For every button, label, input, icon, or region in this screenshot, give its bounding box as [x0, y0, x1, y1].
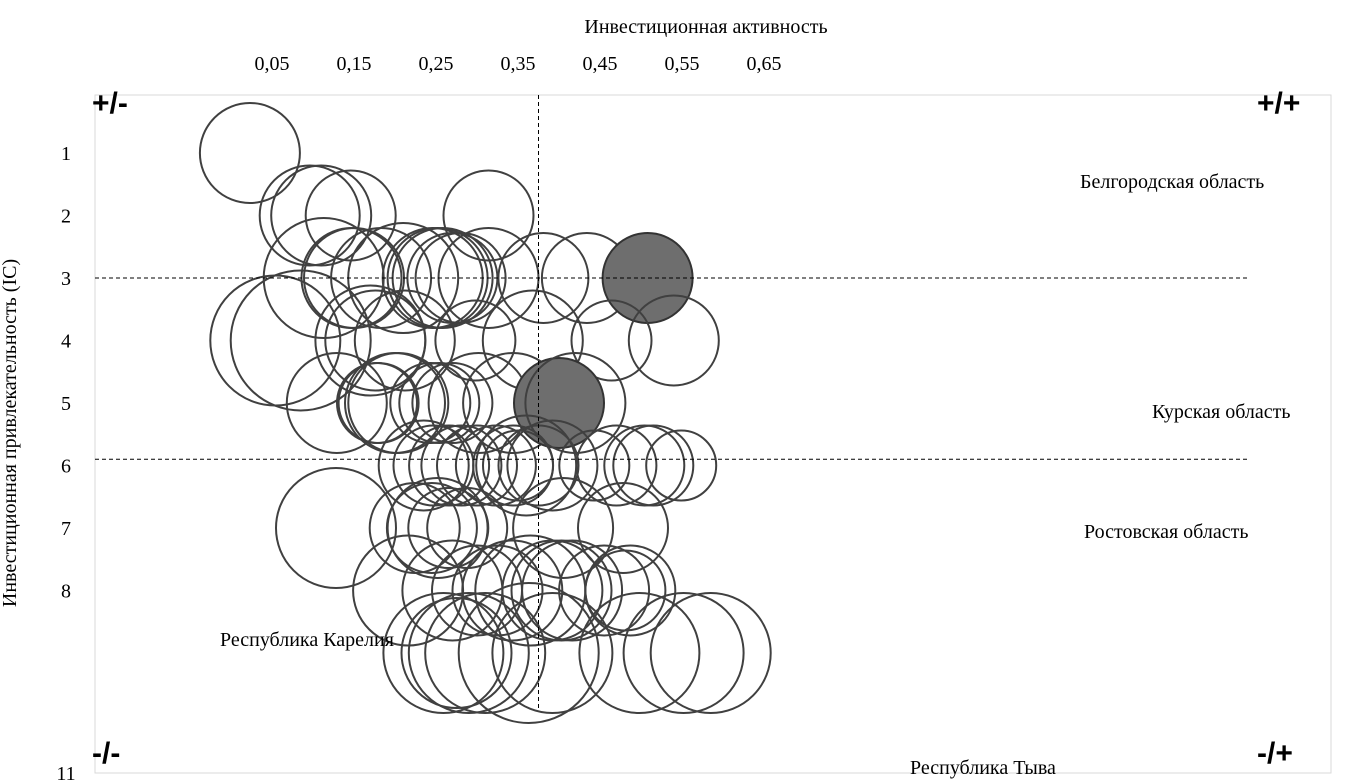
x-tick-label: 0,45 [583, 53, 618, 75]
bubble [649, 592, 772, 714]
bubble [612, 424, 695, 507]
bubble [353, 289, 456, 392]
bubble [270, 164, 373, 267]
y-tick-label: 5 [61, 393, 71, 415]
y-tick-label: 2 [61, 206, 71, 228]
y-tick-labels: 1 2 3 4 5 6 7 8 11 [56, 143, 75, 783]
bubble [627, 294, 720, 387]
bubble [512, 477, 615, 579]
bubble [584, 544, 677, 637]
bubble [491, 592, 614, 714]
y-tick-label: 6 [61, 456, 71, 478]
bubble [407, 592, 530, 714]
bubble [398, 362, 481, 444]
bubble [411, 362, 494, 444]
quadrant-label-top-right: +/+ [1257, 87, 1300, 120]
bubble [258, 164, 361, 267]
bubble [408, 424, 491, 507]
bubble [575, 424, 658, 507]
bubble [434, 299, 517, 382]
plot-area [94, 94, 1332, 774]
y-tick-label: 7 [61, 518, 71, 540]
x-tick-labels: 0,05 0,15 0,25 0,35 0,45 0,55 0,65 [255, 53, 782, 75]
bubble [347, 352, 450, 454]
bubble [229, 269, 372, 412]
y-tick-label: 4 [61, 331, 71, 353]
bubble [622, 592, 745, 714]
bubble [414, 232, 507, 324]
y-tick-label: 3 [61, 268, 71, 290]
quadrant-label-top-left: +/- [92, 87, 128, 120]
bubble [285, 352, 388, 454]
quadrant-label-bottom-right: -/+ [1257, 737, 1293, 770]
bubble [577, 482, 669, 574]
bubble [420, 424, 503, 507]
quadrant-label-bottom-left: -/- [92, 737, 120, 770]
bubble [424, 592, 547, 714]
y-tick-label: 1 [61, 143, 71, 165]
bubble [382, 592, 505, 714]
annotation-tyva: Республика Тыва [910, 757, 1056, 779]
y-tick-label: 8 [61, 581, 71, 603]
x-axis-title: Инвестиционная активность [584, 16, 827, 38]
x-tick-label: 0,05 [255, 53, 290, 75]
y-tick-label: 11 [56, 763, 75, 783]
annotation-belgorod: Белгородская область [1080, 171, 1264, 193]
x-tick-label: 0,55 [665, 53, 700, 75]
bubble [275, 467, 397, 589]
bubble [436, 424, 518, 507]
reference-lines [95, 95, 1250, 708]
bubble [578, 592, 701, 714]
annotation-kursk: Курская область [1152, 401, 1290, 423]
bubble [442, 169, 535, 262]
bubble [337, 362, 420, 444]
bubble [457, 582, 600, 724]
bubble [324, 289, 427, 392]
bubble [506, 419, 599, 512]
bubble [510, 539, 613, 642]
x-tick-label: 0,35 [501, 53, 536, 75]
bubble [407, 487, 490, 569]
bubble [558, 429, 631, 502]
bubble [521, 539, 624, 642]
x-tick-label: 0,15 [337, 53, 372, 75]
x-tick-label: 0,65 [747, 53, 782, 75]
bubble [645, 429, 718, 502]
bubble [198, 102, 301, 204]
annotation-karelia: Республика Карелия [220, 629, 394, 651]
y-axis-title: Инвестиционная привлекательность (IC) [0, 259, 21, 607]
bubble [400, 597, 513, 709]
annotation-rostov: Ростовская область [1084, 521, 1248, 543]
x-tick-label: 0,25 [419, 53, 454, 75]
bubble [377, 419, 470, 512]
bubble [570, 299, 653, 382]
